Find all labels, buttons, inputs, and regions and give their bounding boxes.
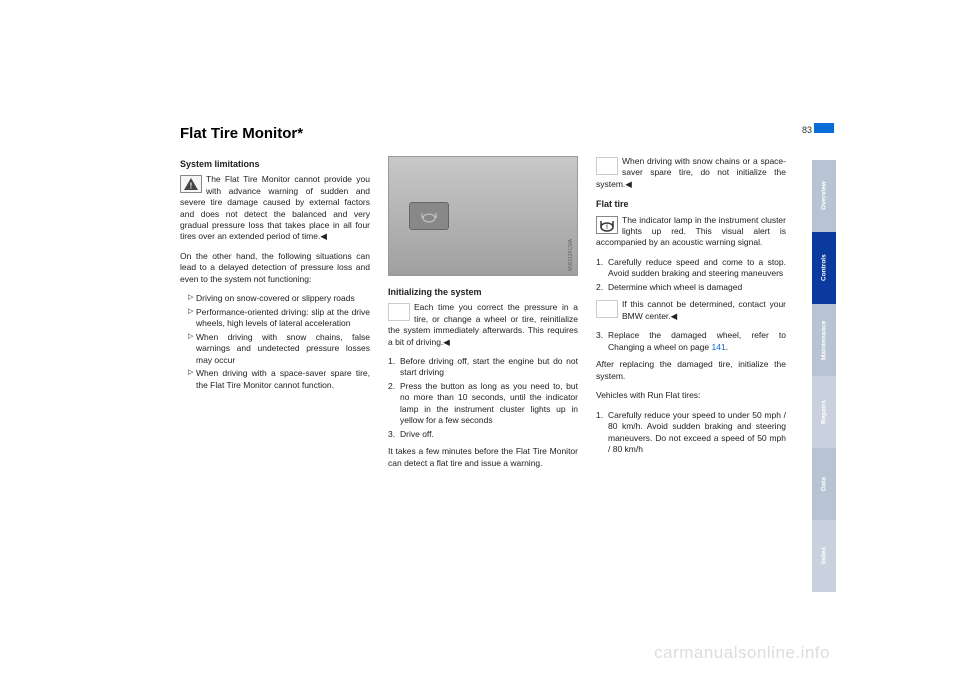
tab-index[interactable]: Index [812,520,836,592]
page-marker [814,123,834,133]
tab-maintenance[interactable]: Maintenance [812,304,836,376]
numbered-list-cont: 3.Replace the damaged wheel, refer to Ch… [596,330,786,353]
columns: System limitations ! The Flat Tire Monit… [180,156,790,477]
tire-button-graphic [409,202,449,230]
info-icon [596,300,618,318]
photo-caption: MW212KCMA [568,239,575,271]
page-link[interactable]: 141 [712,342,726,352]
triangle-bullet-icon: ▷ [188,293,196,304]
tab-controls[interactable]: Controls [812,232,836,304]
triangle-bullet-icon: ▷ [188,368,196,391]
list-item: 2.Press the button as long as you need t… [388,381,578,427]
list-item: 3.Drive off. [388,429,578,440]
warning-text: The Flat Tire Monitor cannot provide you… [180,174,370,241]
tab-overview[interactable]: Overview [812,160,836,232]
triangle-bullet-icon: ▷ [188,332,196,366]
svg-text:!: ! [606,225,608,231]
heading-initializing: Initializing the system [388,286,578,298]
list-item: 3.Replace the damaged wheel, refer to Ch… [596,330,786,353]
warning-paragraph: ! The Flat Tire Monitor cannot provide y… [180,174,370,243]
numbered-list: 1.Before driving off, start the engine b… [388,356,578,440]
info-paragraph: Each time you correct the pressure in a … [388,302,578,348]
column-3: When driving with snow chains or a space… [596,156,786,477]
list-item: 2.Determine which wheel is damaged [596,282,786,293]
column-2: MW212KCMA Initializing the system Each t… [388,156,578,477]
column-1: System limitations ! The Flat Tire Monit… [180,156,370,477]
list-item: 1.Carefully reduce your speed to under 5… [596,410,786,456]
indicator-text: The indicator lamp in the instrument clu… [596,215,786,248]
list-item: ▷When driving with a space-saver spare t… [188,368,370,391]
svg-text:!: ! [190,182,193,191]
list-item: ▷Performance-oriented driving: slip at t… [188,307,370,330]
para-situations: On the other hand, the following situati… [180,251,370,285]
info-icon [596,157,618,175]
indicator-paragraph: ! The indicator lamp in the instrument c… [596,215,786,249]
flat-tire-indicator-icon: ! [596,216,618,234]
watermark: carmanualsonline.info [654,643,830,663]
contact-text: If this cannot be determined, contact yo… [622,299,786,320]
contact-paragraph: If this cannot be determined, contact yo… [596,299,786,322]
section-tabs: Overview Controls Maintenance Repairs Da… [812,160,836,592]
triangle-bullet-icon: ▷ [188,307,196,330]
warning-triangle-icon: ! [180,175,202,193]
info-icon [388,303,410,321]
info-text: Each time you correct the pressure in a … [388,302,578,346]
dashboard-photo: MW212KCMA [388,156,578,276]
numbered-list: 1.Carefully reduce speed and come to a s… [596,257,786,293]
list-item: ▷Driving on snow-covered or slippery roa… [188,293,370,304]
page-title: Flat Tire Monitor* [180,125,790,142]
tab-data[interactable]: Data [812,448,836,520]
tab-repairs[interactable]: Repairs [812,376,836,448]
bullet-list: ▷Driving on snow-covered or slippery roa… [188,293,370,391]
para-runflat: Vehicles with Run Flat tires: [596,390,786,401]
heading-flat-tire: Flat tire [596,198,786,210]
heading-system-limitations: System limitations [180,158,370,170]
para-minutes: It takes a few minutes before the Flat T… [388,446,578,469]
list-item: 1.Before driving off, start the engine b… [388,356,578,379]
list-item: ▷When driving with snow chains, false wa… [188,332,370,366]
page-content: Flat Tire Monitor* System limitations ! … [180,125,790,605]
para-after-replace: After replacing the damaged tire, initia… [596,359,786,382]
list-item: 1.Carefully reduce speed and come to a s… [596,257,786,280]
runflat-list: 1.Carefully reduce your speed to under 5… [596,410,786,456]
snow-chains-text: When driving with snow chains or a space… [596,156,786,189]
page-number: 83 [802,125,812,135]
snow-chains-paragraph: When driving with snow chains or a space… [596,156,786,190]
